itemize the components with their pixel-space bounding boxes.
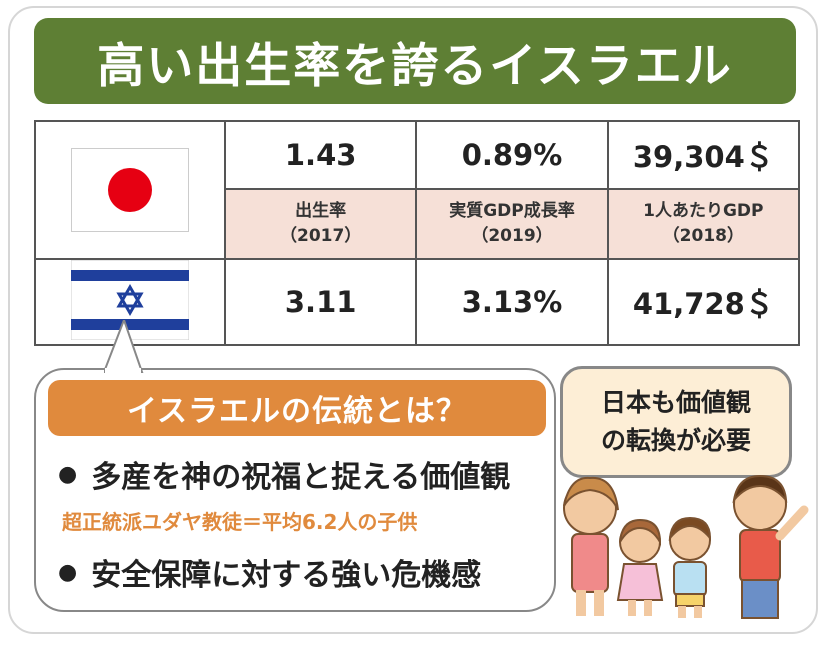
bullet-item-2: ● 安全保障に対する強い危機感 — [58, 550, 481, 594]
japan-flag-cell — [34, 120, 226, 260]
label-gdp-per-capita: 1人あたりGDP （2018） — [606, 188, 801, 260]
tradition-heading: イスラエルの伝統とは？ — [126, 394, 468, 429]
title-banner: 高い出生率を誇るイスラエル — [34, 18, 796, 104]
israel-flag-icon — [70, 259, 190, 341]
label-birth-rate-text: 出生率 — [295, 201, 347, 221]
girl-figure-icon — [616, 518, 664, 616]
israel-flag-cell — [34, 258, 226, 346]
label-gdp-growth-text: 実質GDP成長率 — [449, 201, 575, 221]
israel-birth-rate: 3.11 — [223, 258, 418, 346]
label-gdp-growth-year: （2019） — [471, 226, 553, 246]
page-title: 高い出生率を誇るイスラエル — [97, 38, 733, 94]
label-gdp-growth: 実質GDP成長率 （2019） — [415, 188, 609, 260]
bullet-dot-icon: ● — [58, 461, 78, 487]
speech-bubble: 日本も価値観 の転換が必要 — [560, 366, 792, 478]
tradition-heading-banner: イスラエルの伝統とは？ — [48, 380, 546, 436]
bullet-item-1: ● 多産を神の祝福と捉える価値観 — [58, 452, 510, 496]
speech-line-1: 日本も価値観 — [600, 388, 751, 417]
bullet-dot-icon: ● — [58, 559, 78, 585]
comparison-table: 1.43 0.89% 39,304＄ 出生率 （2017） 実質GDP成長率 （… — [34, 120, 801, 346]
israel-gdp-growth: 3.13% — [415, 258, 609, 346]
japan-birth-rate: 1.43 — [223, 120, 418, 190]
bullet-text-2: 安全保障に対する強い危機感 — [91, 558, 482, 593]
japan-gdp-growth: 0.89% — [415, 120, 609, 190]
israel-row: 3.11 3.13% 41,728＄ — [34, 258, 801, 346]
israel-gdp-per-capita: 41,728＄ — [606, 258, 801, 346]
label-birth-rate: 出生率 （2017） — [223, 188, 418, 260]
father-figure-icon — [732, 474, 809, 619]
bullet-text-1: 多産を神の祝福と捉える価値観 — [91, 460, 511, 495]
family-illustration — [563, 474, 809, 619]
bullet-note: 超正統派ユダヤ教徒＝平均6.2人の子供 — [62, 510, 418, 534]
label-birth-rate-year: （2017） — [280, 226, 362, 246]
japan-flag-icon — [71, 148, 189, 232]
japan-row: 1.43 0.89% 39,304＄ — [34, 120, 801, 260]
japan-gdp-per-capita: 39,304＄ — [606, 120, 801, 190]
boy-figure-icon — [668, 516, 712, 618]
label-gdp-per-capita-text: 1人あたりGDP — [643, 201, 764, 221]
label-gdp-per-capita-year: （2018） — [662, 226, 744, 246]
bubble-tail — [104, 320, 144, 374]
mother-figure-icon — [563, 476, 619, 616]
label-row: 出生率 （2017） 実質GDP成長率 （2019） 1人あたりGDP （201… — [35, 188, 801, 260]
speech-line-2: の転換が必要 — [600, 426, 751, 455]
